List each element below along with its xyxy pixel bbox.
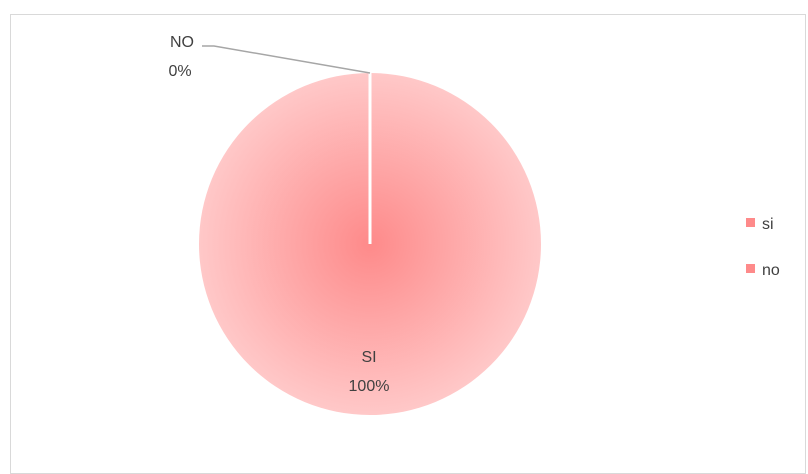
legend-swatch-si xyxy=(746,218,755,227)
data-label-no-percent: 0% xyxy=(168,63,191,80)
data-label-no-category: NO xyxy=(170,34,194,51)
legend-label-no: no xyxy=(762,262,780,279)
leader-line-no xyxy=(202,45,371,74)
legend-label-si: si xyxy=(762,216,774,233)
legend-swatch-no xyxy=(746,264,755,273)
data-label-si-category: SI xyxy=(361,349,376,366)
legend: si no xyxy=(746,216,780,279)
data-label-si-percent: 100% xyxy=(349,378,390,395)
